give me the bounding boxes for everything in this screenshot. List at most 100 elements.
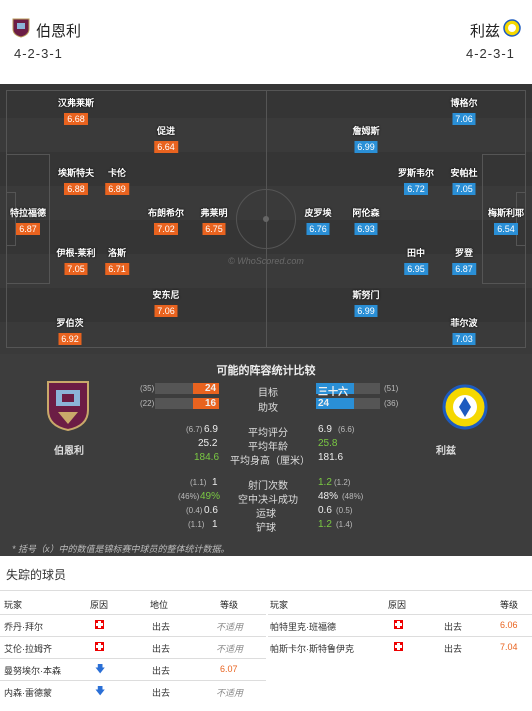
aerial-away-overall: (48%) <box>342 492 364 501</box>
tackles-away-overall: (1.4) <box>336 520 353 529</box>
height-home-value: 184.6 <box>194 452 220 463</box>
rating-label: 平均评分 <box>248 428 288 439</box>
injury-icon <box>394 620 403 629</box>
goals-away-bar <box>316 383 354 394</box>
burnley-crest-icon <box>47 381 89 432</box>
home-player[interactable]: 弗莱明 6.75 <box>200 208 228 235</box>
aerial-home-value: 49% <box>200 491 221 502</box>
missing-player-rating: 不适用 <box>216 644 244 654</box>
dribbles-away-value: 0.6 <box>318 505 332 516</box>
away-team-name[interactable]: 利兹 <box>470 23 501 40</box>
missing-player-name[interactable]: 帕特里克·班福德 <box>270 622 336 632</box>
missing-players-panel: 失踪的球员 玩家 原因 地位 等级 玩家 原因 等级 乔丹·拜尔 出去 不适用 … <box>0 556 532 711</box>
missing-player-rating: 7.04 <box>500 642 518 652</box>
shots-away-overall: (1.2) <box>334 478 351 487</box>
missing-player-status: 出去 <box>152 622 171 632</box>
home-player[interactable]: 伊根-莱利 7.05 <box>56 248 96 275</box>
aerial-home-overall: (46%) <box>178 492 200 501</box>
age-label: 平均年龄 <box>248 442 288 453</box>
home-player[interactable]: 洛斯 6.71 <box>105 246 129 277</box>
away-player[interactable]: 菲尔波 7.03 <box>450 318 478 345</box>
height-label: 平均身高（厘米） <box>230 456 310 467</box>
away-col-rating: 等级 <box>500 600 519 610</box>
missing-player-rating: 不适用 <box>216 622 244 632</box>
dribbles-away-overall: (0.5) <box>336 506 353 515</box>
shots-home-value: 1 <box>212 477 218 488</box>
home-player[interactable]: 安东尼 7.06 <box>152 290 180 317</box>
away-player[interactable]: 田中 6.95 <box>404 246 428 277</box>
comparison-title: 可能的阵容统计比较 <box>216 365 316 377</box>
height-away-value: 181.6 <box>318 452 344 463</box>
home-six-yard-box <box>6 192 16 246</box>
goals-home-overall: (35) <box>140 384 155 393</box>
lineup-pitch: 汉弗莱斯 6.68 促进 6.64 埃斯特夫 6.88 卡伦 6.89 特拉福德 6.87… <box>0 84 532 354</box>
assists-home-bar-track <box>155 398 219 409</box>
missing-player-rating: 不适用 <box>216 688 244 698</box>
home-col-player: 玩家 <box>4 600 23 610</box>
missing-player-status: 出去 <box>152 688 171 698</box>
home-player[interactable]: 汉弗莱斯 6.68 <box>57 98 95 125</box>
away-player[interactable]: 斯努门 6.99 <box>352 290 380 317</box>
comparison-home-label: 伯恩利 <box>54 446 84 457</box>
leeds-crest-icon <box>503 19 521 37</box>
away-player[interactable]: 皮罗埃 6.76 <box>304 208 332 235</box>
missing-player-name[interactable]: 艾伦·拉姆齐 <box>4 644 52 654</box>
center-circle <box>236 189 296 249</box>
home-col-reason: 原因 <box>90 600 109 610</box>
whoscored-watermark: © WhoScored.com <box>228 256 304 266</box>
missing-player-name[interactable]: 内森·雷德蒙 <box>4 688 52 698</box>
home-col-rating: 等级 <box>220 600 239 610</box>
home-player[interactable]: 促进 6.64 <box>154 124 178 155</box>
burnley-crest-icon <box>12 18 30 38</box>
home-player[interactable]: 卡伦 6.89 <box>105 166 129 197</box>
injury-icon <box>95 620 104 629</box>
assists-label: 助攻 <box>258 403 278 414</box>
leeds-crest-icon <box>442 384 488 430</box>
injury-icon <box>95 642 104 651</box>
shots-away-value: 1.2 <box>318 477 332 488</box>
divider <box>0 636 266 637</box>
away-player[interactable]: 安帕杜 7.05 <box>450 168 478 195</box>
lineup-comparison-panel: 可能的阵容统计比较 伯恩利 利兹 (35) 24 目标 三十六 (51) (22… <box>0 354 532 556</box>
home-player[interactable]: 布朗希尔 7.02 <box>147 208 185 235</box>
dribbles-home-overall: (0.4) <box>186 506 203 515</box>
away-penalty-box <box>482 154 526 284</box>
shots-home-overall: (1.1) <box>190 478 207 487</box>
away-col-player: 玩家 <box>270 600 289 610</box>
away-player[interactable]: 梅斯利耶 6.54 <box>487 208 525 235</box>
assists-away-value: 24 <box>318 398 330 409</box>
away-player[interactable]: 詹姆斯 6.99 <box>352 126 380 153</box>
rating-away-overall: (6.6) <box>338 425 355 434</box>
home-player[interactable]: 罗伯茨 6.92 <box>56 318 84 345</box>
comparison-away-label: 利兹 <box>436 446 456 457</box>
missing-player-name[interactable]: 乔丹·拜尔 <box>4 622 43 632</box>
home-team-name[interactable]: 伯恩利 <box>36 23 82 40</box>
away-player[interactable]: 罗斯韦尔 6.72 <box>397 168 435 195</box>
center-spot <box>263 216 269 222</box>
missing-player-name[interactable]: 曼努埃尔·本森 <box>4 666 61 676</box>
goals-home-value: 24 <box>205 383 217 394</box>
home-player[interactable]: 埃斯特夫 6.88 <box>57 168 95 195</box>
assists-away-overall: (36) <box>384 399 399 408</box>
dribbles-home-value: 0.6 <box>204 505 218 516</box>
away-player[interactable]: 罗登 6.87 <box>452 246 476 277</box>
shots-label: 射门次数 <box>248 481 288 492</box>
missing-player-status: 出去 <box>152 666 171 676</box>
away-six-yard-box <box>516 192 526 246</box>
assists-home-value: 16 <box>205 398 217 409</box>
match-header: 伯恩利 4-2-3-1 利兹 4-2-3-1 <box>0 0 532 84</box>
goals-home-bar-track <box>155 383 219 394</box>
divider <box>268 614 532 615</box>
divider <box>0 680 266 681</box>
missing-player-rating: 6.06 <box>500 620 518 630</box>
divider <box>268 636 532 637</box>
assists-away-bar <box>316 398 354 409</box>
rating-away-value: 6.9 <box>318 424 332 435</box>
aerial-label: 空中决斗成功 <box>238 495 298 506</box>
home-player[interactable]: 特拉福德 6.87 <box>9 208 47 235</box>
away-player[interactable]: 阿伦森 6.93 <box>352 208 380 235</box>
missing-player-name[interactable]: 帕斯卡尔·斯特鲁伊克 <box>270 644 354 654</box>
tackles-home-overall: (1.1) <box>188 520 205 529</box>
away-player[interactable]: 博格尔 7.06 <box>450 98 478 125</box>
assists-home-bar <box>193 398 219 409</box>
